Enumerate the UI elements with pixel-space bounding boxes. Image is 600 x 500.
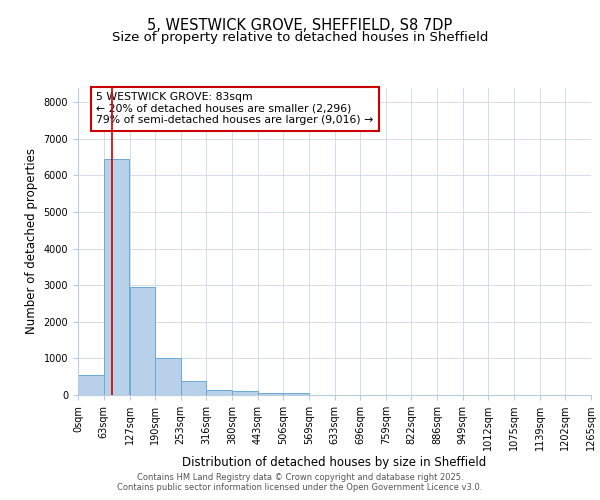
Text: Size of property relative to detached houses in Sheffield: Size of property relative to detached ho…	[112, 31, 488, 44]
Bar	[181, 381, 206, 395]
Bar	[206, 390, 232, 395]
Text: Contains HM Land Registry data © Crown copyright and database right 2025.
Contai: Contains HM Land Registry data © Crown c…	[118, 473, 482, 492]
Bar	[283, 393, 309, 395]
Text: 5 WESTWICK GROVE: 83sqm
← 20% of detached houses are smaller (2,296)
79% of semi: 5 WESTWICK GROVE: 83sqm ← 20% of detache…	[96, 92, 373, 126]
Bar	[155, 358, 181, 395]
Bar	[78, 375, 104, 395]
Bar	[232, 392, 257, 395]
Bar	[104, 159, 129, 395]
Y-axis label: Number of detached properties: Number of detached properties	[25, 148, 38, 334]
Bar	[130, 287, 155, 395]
X-axis label: Distribution of detached houses by size in Sheffield: Distribution of detached houses by size …	[182, 456, 487, 469]
Bar	[257, 393, 283, 395]
Text: 5, WESTWICK GROVE, SHEFFIELD, S8 7DP: 5, WESTWICK GROVE, SHEFFIELD, S8 7DP	[148, 18, 452, 32]
